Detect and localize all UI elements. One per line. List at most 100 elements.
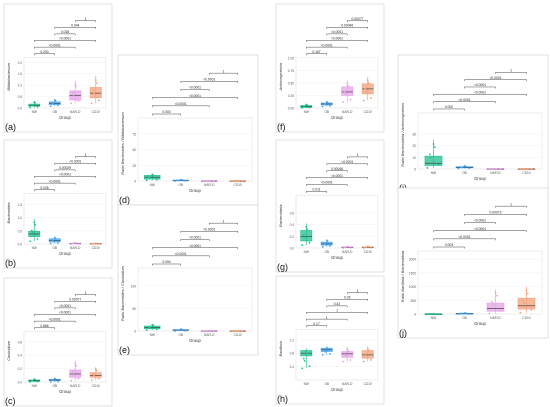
p-value-label: <0.0001 — [203, 78, 215, 82]
data-point — [364, 353, 367, 356]
data-point — [370, 96, 372, 99]
significance-bracket — [326, 27, 368, 29]
p-value-label: 1 — [336, 309, 338, 313]
significance-bracket — [152, 263, 181, 266]
data-point — [521, 299, 524, 302]
data-point — [468, 312, 471, 315]
data-point — [530, 308, 533, 311]
data-point — [366, 347, 369, 350]
data-point — [145, 329, 148, 331]
p-value-label: <0.0001 — [331, 174, 343, 178]
y-axis-label: Ratio Bacillota / Bacteroidota — [400, 250, 405, 302]
x-axis-label: Group — [474, 176, 486, 181]
p-value-label: <0.0001 — [489, 76, 501, 80]
significance-bracket — [306, 312, 368, 315]
p-value-label: 0.011 — [312, 188, 320, 192]
y-tick-label: 0.2 — [18, 367, 23, 371]
chart-panel-4: 0 50 100 Ratio Bacteroides / Clostridium NW O… — [117, 204, 259, 356]
data-point — [301, 367, 304, 370]
x-tick-label: CD10 — [364, 382, 372, 386]
significance-bracket — [34, 182, 76, 185]
x-tick-label: NAFLD — [490, 171, 501, 175]
data-point — [523, 302, 525, 304]
y-tick-label: 0.0 — [290, 247, 295, 251]
data-point — [329, 353, 331, 355]
data-point — [33, 101, 36, 104]
data-point — [174, 180, 177, 182]
p-value-label: <0.0001 — [189, 94, 201, 98]
data-point — [463, 312, 466, 314]
data-point — [323, 102, 326, 105]
data-point — [426, 166, 429, 169]
y-tick-label: 30 — [412, 132, 416, 136]
x-tick-label: NAFLD — [70, 246, 81, 250]
data-point — [490, 167, 493, 170]
data-point — [365, 90, 368, 93]
significance-bracket — [54, 27, 96, 29]
y-tick-label: 1.00 — [288, 56, 294, 60]
x-axis-label: Group — [331, 255, 343, 260]
chart-panel-5: 0.00 0.25 0.50 0.75 1.00 Actinomycetota NW OB NA… — [275, 3, 385, 133]
data-point — [301, 107, 304, 109]
y-tick-label: 0.4 — [290, 365, 295, 369]
data-point — [90, 243, 93, 245]
x-tick-label: NAFLD — [342, 110, 353, 114]
box-nafld — [69, 369, 82, 378]
data-point — [459, 166, 462, 168]
significance-bracket — [34, 320, 76, 323]
significance-bracket — [34, 314, 96, 317]
x-axis-label: Group — [59, 115, 71, 120]
p-value-label: 0.044 — [71, 23, 79, 27]
significance-bracket — [326, 163, 368, 166]
data-point — [428, 312, 431, 315]
data-point — [184, 329, 187, 332]
x-tick-label: CD10 — [522, 171, 530, 175]
x-axis-label: Group — [189, 338, 201, 343]
data-point — [212, 180, 215, 182]
data-point — [306, 352, 308, 355]
significance-bracket — [347, 292, 368, 295]
y-axis-label: Ratio Bacteroides / Clostridium — [120, 265, 125, 321]
x-tick-label: OB — [324, 110, 329, 114]
x-tick-label: NW — [32, 384, 37, 388]
data-point — [71, 242, 74, 245]
plot-area — [137, 267, 253, 332]
p-value-label: <0.0001 — [331, 37, 343, 41]
p-value-label: <0.0001 — [458, 98, 470, 102]
data-point — [362, 247, 365, 249]
significance-bracket — [54, 169, 76, 172]
p-value-label: <0.0001 — [331, 30, 343, 34]
data-point — [33, 378, 36, 381]
x-tick-label: CD10 — [92, 384, 100, 388]
data-point — [366, 79, 369, 82]
p-value-label: 0.00077 — [352, 17, 364, 21]
p-value-label: <0.0001 — [189, 86, 201, 90]
data-point — [347, 350, 349, 352]
box-nafld — [341, 86, 354, 96]
data-point — [521, 167, 524, 170]
data-point — [176, 179, 179, 182]
significance-bracket — [306, 325, 327, 328]
data-point — [325, 100, 328, 103]
x-tick-label: NW — [32, 110, 37, 114]
data-point — [29, 381, 32, 383]
significance-bracket — [433, 230, 527, 233]
data-point — [30, 379, 33, 382]
data-point — [57, 104, 59, 107]
data-point — [346, 245, 349, 248]
data-point — [323, 242, 326, 245]
y-tick-label: 1.2 — [290, 338, 295, 342]
chart-panel-8: 0 10 20 30 Ratio Bacteroidota / Actinomyceto… — [397, 54, 549, 194]
significance-bracket — [433, 246, 465, 249]
y-tick-label: 500 — [411, 299, 417, 303]
x-tick-label: CD10 — [234, 333, 242, 337]
p-value-label: <0.0001 — [341, 160, 353, 164]
data-point — [321, 353, 324, 356]
data-point — [323, 349, 326, 352]
data-point — [51, 379, 54, 381]
x-tick-label: NAFLD — [204, 183, 215, 187]
data-point — [95, 369, 98, 372]
data-point — [98, 377, 100, 380]
data-point — [459, 312, 462, 315]
data-point — [36, 105, 39, 108]
